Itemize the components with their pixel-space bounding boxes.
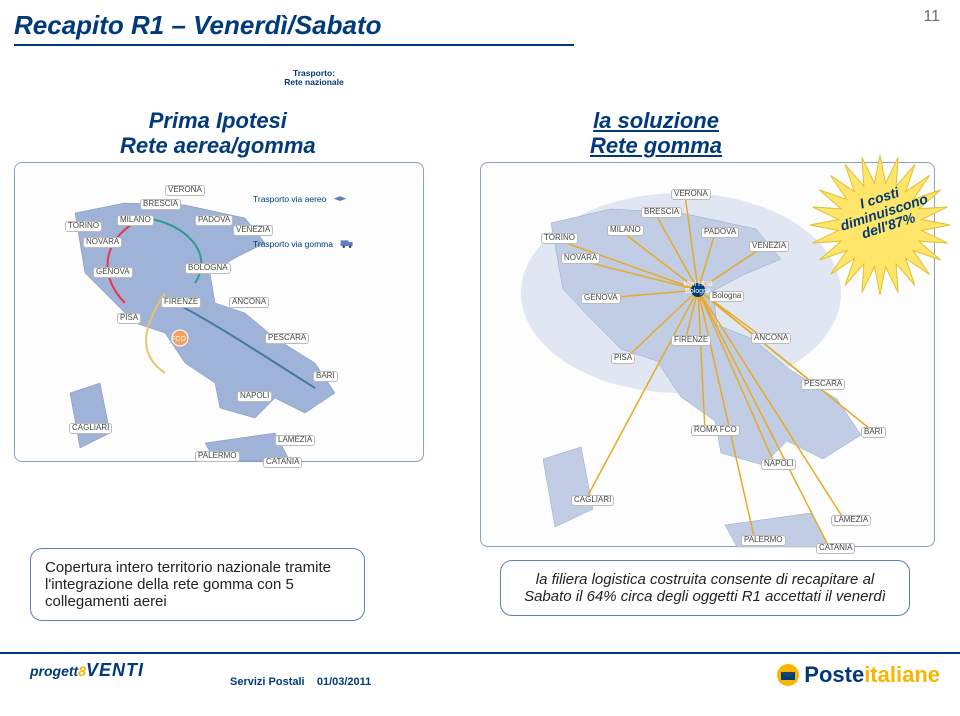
- city-label: PESCARA: [265, 333, 309, 344]
- brand-left-o: 8: [78, 663, 86, 679]
- process-step: Trasporto: Raccolta: [88, 62, 200, 94]
- city-label: FIRENZE: [671, 335, 711, 346]
- city-label: VERONA: [165, 185, 205, 196]
- city-label: LAMEZIA: [831, 515, 871, 526]
- city-label: ROMA FCO: [691, 425, 740, 436]
- city-label: BARI: [313, 371, 338, 382]
- city-label: VERONA: [671, 189, 711, 200]
- city-label: MILANO: [117, 215, 154, 226]
- airplane-icon: [332, 193, 348, 205]
- envelope-icon: [776, 663, 800, 687]
- city-label: PALERMO: [195, 451, 240, 462]
- city-label: GENOVA: [93, 267, 133, 278]
- map-left-panel: FCO Trasporto via aereo Trasporto via go…: [14, 162, 424, 462]
- brand-left-b: VENTI: [86, 660, 144, 680]
- process-step: Accettazione: [14, 62, 98, 94]
- city-label: PADOVA: [195, 215, 233, 226]
- brand-right-b: italiane: [864, 662, 940, 687]
- city-label: BRESCIA: [641, 207, 682, 218]
- city-label: LAMEZIA: [275, 435, 315, 446]
- page-number: 11: [923, 8, 940, 26]
- city-label: VENEZIA: [233, 225, 273, 236]
- right-subtitle-line1: la soluzione: [590, 108, 722, 133]
- process-step: Trasporto: Rete nazionale: [242, 62, 378, 94]
- slide: Recapito R1 – Venerdì/Sabato 11 Accettaz…: [0, 0, 960, 716]
- process-chevrons: AccettazioneTrasporto: RaccoltaCRPTraspo…: [14, 62, 644, 100]
- city-label: MILANO: [607, 225, 644, 236]
- left-subtitle-line1: Prima Ipotesi: [120, 108, 316, 133]
- city-label: NOVARA: [83, 237, 122, 248]
- footer-rule: [0, 652, 960, 654]
- city-label: BARI: [861, 427, 886, 438]
- legend-gomma: Trasporto via gomma: [253, 238, 355, 250]
- title-rule: [14, 44, 574, 46]
- footer-service: Servizi Postali: [230, 676, 305, 688]
- city-label: PISA: [117, 313, 141, 324]
- city-label: TORINO: [65, 221, 102, 232]
- brand-right-a: Poste: [804, 662, 864, 687]
- city-label: ANCONA: [751, 333, 791, 344]
- process-step: Smistamento CRA: [368, 62, 464, 94]
- city-label: NOVARA: [561, 253, 600, 264]
- city-label: PADOVA: [701, 227, 739, 238]
- footer-center: Servizi Postali 01/03/2011: [230, 676, 371, 688]
- city-label: ANCONA: [229, 297, 269, 308]
- city-label: CAGLIARI: [571, 495, 614, 506]
- city-label: PALERMO: [741, 535, 786, 546]
- city-label: BRESCIA: [140, 199, 181, 210]
- footer-date: 01/03/2011: [317, 676, 371, 688]
- legend-aereo: Trasporto via aereo: [253, 193, 348, 205]
- brand-left-a: progett: [30, 663, 78, 679]
- right-subtitle: la soluzione Rete gomma: [590, 108, 722, 159]
- city-label: PISA: [611, 353, 635, 364]
- city-label: VENEZIA: [749, 241, 789, 252]
- city-label: CAGLIARI: [69, 423, 112, 434]
- city-label: GENOVA: [581, 293, 621, 304]
- city-label: NAPOLI: [237, 391, 272, 402]
- truck-icon: [339, 238, 355, 250]
- city-label: FIRENZE: [161, 297, 201, 308]
- caption-left: Copertura intero territorio nazionale tr…: [30, 548, 365, 621]
- legend-aereo-label: Trasporto via aereo: [253, 194, 326, 204]
- caption-right: la filiera logistica costruita consente …: [500, 560, 910, 616]
- city-label: BOLOGNA: [185, 263, 231, 274]
- city-label: PESCARA: [801, 379, 845, 390]
- city-label: CATANIA: [816, 543, 855, 554]
- page-title: Recapito R1 – Venerdì/Sabato: [14, 10, 381, 41]
- city-label: Bologna: [709, 291, 744, 302]
- italy-map-left: FCO: [15, 163, 425, 463]
- right-subtitle-line2: Rete gomma: [590, 133, 722, 158]
- logo-progetto-venti: progett8VENTI: [30, 660, 144, 681]
- left-subtitle-line2: Rete aerea/gomma: [120, 133, 316, 158]
- process-step: Trasporto: Distribuzione: [454, 62, 586, 94]
- city-label: CATANIA: [263, 457, 302, 468]
- logo-posteitaliane: Posteitaliane: [776, 662, 940, 688]
- legend-gomma-label: Trasporto via gomma: [253, 239, 333, 249]
- left-subtitle: Prima Ipotesi Rete aerea/gomma: [120, 108, 316, 159]
- process-step: Recapito: [576, 62, 644, 94]
- city-label: TORINO: [541, 233, 578, 244]
- city-label: NAPOLI: [761, 459, 796, 470]
- svg-text:FCO: FCO: [171, 336, 186, 343]
